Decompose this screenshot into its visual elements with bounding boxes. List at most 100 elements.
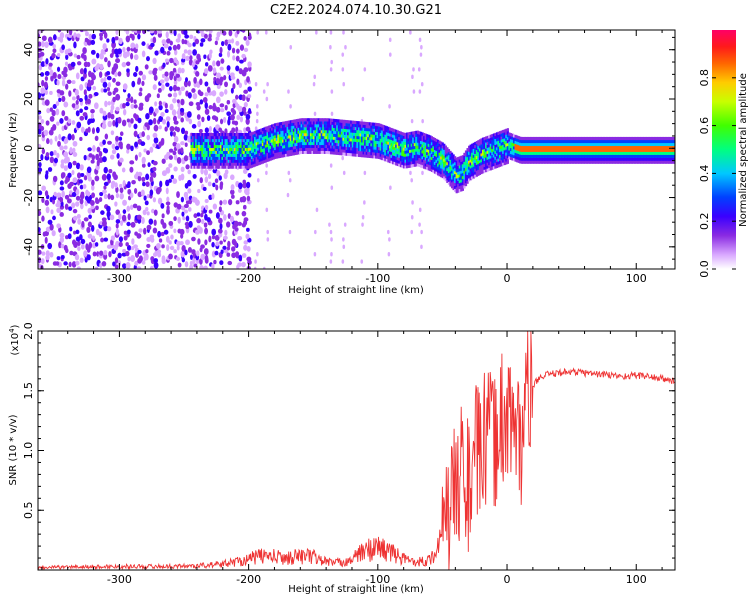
spectrogram-cell — [314, 121, 317, 125]
spectrogram-cell — [241, 135, 244, 140]
spectrogram-cell — [571, 151, 575, 155]
spectrogram-cell — [257, 144, 260, 148]
spectrogram-cell — [463, 176, 466, 180]
spectrogram-cell — [281, 154, 285, 158]
spectrogram-cell — [289, 135, 292, 139]
spectrogram-cell — [189, 34, 194, 40]
spectrogram-cell — [598, 145, 601, 150]
spectrogram-cell — [474, 174, 477, 178]
spectrogram-cell — [40, 125, 45, 131]
spectrogram-cell — [278, 131, 282, 135]
spectrogram-cell — [343, 119, 347, 124]
spectrogram-cell — [311, 141, 314, 146]
spectrogram-cell — [91, 179, 95, 186]
spectrogram-cell — [199, 162, 202, 166]
spectrogram-cell — [404, 159, 407, 163]
spectrogram-cell — [396, 145, 399, 149]
spectrogram-cell — [328, 150, 331, 155]
spectrogram-cell — [177, 262, 182, 268]
spectrogram-cell — [232, 55, 236, 61]
spectrogram-cell — [495, 155, 499, 160]
spectrogram-cell — [236, 114, 241, 121]
spectrogram-cell — [238, 162, 241, 166]
spectrogram-cell — [144, 200, 149, 206]
spectrogram-cell — [432, 163, 435, 167]
spectrogram-cell — [471, 149, 474, 153]
spectrogram-cell — [471, 164, 474, 168]
spectrogram-cell — [388, 153, 392, 158]
spectrogram-cell — [362, 124, 365, 128]
spectrogram-cell — [334, 148, 337, 152]
spectrogram-cell — [241, 138, 244, 143]
spectrogram-cell — [354, 129, 358, 134]
spectrogram-cell — [604, 136, 607, 141]
spectrogram-cell — [141, 131, 145, 138]
spectrogram-cell — [340, 128, 344, 132]
spectrogram-cell — [263, 145, 266, 149]
spectrogram-cell — [450, 173, 454, 177]
spectrogram-cell — [567, 136, 570, 141]
spectrogram-cell — [40, 72, 45, 77]
spectrogram-cell — [203, 54, 207, 59]
spectrogram-cell — [303, 124, 306, 128]
spectrogram-cell — [131, 80, 136, 88]
spectrogram-cell — [325, 130, 328, 134]
spectrogram-cell — [271, 142, 274, 146]
spectrogram-cell — [339, 128, 342, 132]
spectrogram-cell — [275, 146, 278, 150]
spectrogram-cell — [195, 159, 198, 163]
spectrogram-cell — [543, 145, 547, 150]
spectrogram-cell — [198, 156, 201, 160]
spectrogram-cell — [94, 242, 99, 247]
spectrogram-cell — [55, 261, 60, 266]
spectrogram-cell — [237, 236, 243, 241]
spectrogram-cell — [306, 147, 309, 151]
spectrogram-cell — [626, 160, 629, 164]
spectrogram-cell — [579, 151, 582, 155]
spectrogram-cell — [202, 165, 206, 169]
spectrogram-cell — [328, 121, 331, 125]
spectrogram-cell — [499, 148, 502, 153]
spectrogram-cell — [410, 118, 414, 124]
spectrogram-cell — [133, 130, 138, 138]
spectrogram-cell — [585, 148, 589, 152]
spectrogram-cell — [289, 149, 292, 153]
spectrogram-cell — [59, 212, 64, 217]
spectrogram-cell — [368, 142, 371, 147]
spectrogram-cell — [412, 157, 415, 162]
spectrogram-cell — [367, 122, 370, 126]
spectrogram-cell — [595, 145, 598, 150]
spectrogram-cell — [531, 151, 534, 155]
spectrogram-cell — [160, 231, 165, 237]
spectrogram-cell — [64, 203, 69, 210]
spectrogram-cell — [402, 153, 406, 157]
spectrogram-cell — [531, 148, 534, 152]
spectrogram-cell — [367, 128, 370, 132]
spectrogram-cell — [420, 229, 423, 235]
spectrogram-cell — [173, 228, 177, 234]
spectrogram-cell — [148, 119, 153, 126]
spectrogram-cell — [336, 145, 339, 149]
spectrogram-cell — [243, 153, 246, 157]
spectrogram-cell — [599, 148, 603, 152]
spectrogram-cell — [195, 162, 198, 166]
spectrogram-cell — [227, 141, 230, 146]
spectrogram-cell — [209, 132, 212, 137]
spectrogram-cell — [652, 145, 655, 150]
spectrogram-cell — [570, 148, 573, 152]
spectrogram-cell — [212, 132, 215, 137]
spectrogram-cell — [393, 161, 396, 165]
spectrogram-cell — [258, 132, 261, 136]
spectrogram-cell — [602, 151, 606, 155]
spectrogram-cell — [446, 162, 449, 166]
spectrogram-cell — [654, 154, 657, 158]
spectrogram-cell — [446, 179, 449, 184]
spectrogram-cell — [240, 153, 243, 157]
spectrogram-cell — [243, 147, 246, 151]
spectrogram-cell — [150, 42, 155, 48]
spectrogram-cell — [548, 148, 551, 152]
spectrogram-cell — [477, 160, 480, 165]
spectrogram-cell — [53, 149, 57, 156]
spectrogram-cell — [356, 150, 359, 154]
spectrogram-cell — [176, 99, 180, 104]
